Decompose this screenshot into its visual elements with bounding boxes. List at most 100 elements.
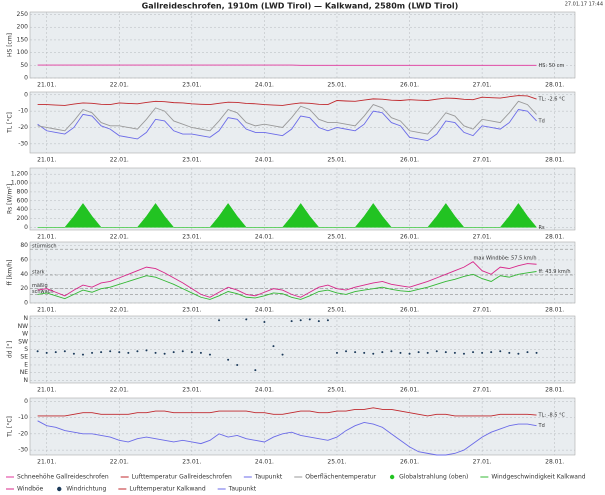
legend-label: Taupunkt [254, 474, 283, 481]
wind-class-label: schwach [32, 289, 54, 295]
data-point [163, 352, 166, 355]
plot-area [29, 241, 576, 304]
x-tick-label: 23.01. [182, 307, 201, 314]
x-tick-label: 28.01. [545, 234, 564, 241]
data-point [100, 351, 103, 354]
data-point [354, 351, 357, 354]
data-point [472, 351, 475, 354]
timestamp: 27.01.17 17:44 [565, 2, 603, 8]
x-tick-label: 26.01. [400, 459, 419, 466]
y-axis-label: Rs [W/m²] [7, 184, 14, 214]
line [37, 109, 537, 142]
wind-class-label: mäßig [32, 283, 48, 289]
data-point [218, 319, 221, 322]
data-point [227, 358, 230, 361]
data-point [444, 351, 447, 354]
y-tick-label: -30 [18, 140, 28, 147]
y-tick-label: 100 [17, 49, 29, 56]
legend-label: Oberflächentemperatur [305, 474, 376, 481]
x-tick-label: 27.01. [473, 157, 492, 164]
x-tick-label: 28.01. [545, 387, 564, 394]
data-point [372, 352, 375, 355]
data-point [109, 350, 112, 353]
series-label: TL: -8.5 °C [538, 413, 566, 419]
data-point [154, 351, 157, 354]
y-axis-label: TL [°C] [7, 416, 14, 438]
data-point [281, 353, 284, 356]
y-tick-label: 80 [20, 242, 28, 249]
legend-label: Windgeschwindigkeit Kalkwand [491, 474, 585, 481]
x-tick-label: 26.01. [400, 234, 419, 241]
data-point [399, 351, 402, 354]
data-point [145, 349, 148, 352]
y-tick-label: 400 [17, 206, 29, 213]
x-tick-label: 25.01. [327, 459, 346, 466]
legend-label: Schneehöhe Gallreideschrofen [17, 474, 109, 481]
x-tick-label: 25.01. [327, 307, 346, 314]
x-tick-label: 22.01. [110, 387, 129, 394]
data-point [317, 320, 320, 323]
x-tick-label: 22.01. [110, 82, 129, 89]
x-tick-label: 24.01. [255, 387, 274, 394]
data-point [535, 351, 538, 354]
data-point [190, 351, 193, 354]
y-tick-label: 0 [24, 300, 28, 307]
x-tick-label: 21.01. [37, 307, 56, 314]
series-label: Td [538, 118, 545, 124]
data-point [408, 352, 411, 355]
y-tick-label: N [24, 377, 29, 384]
x-tick-label: 22.01. [110, 157, 129, 164]
x-tick-label: 24.01. [255, 82, 274, 89]
data-point [426, 351, 429, 354]
data-point [390, 350, 393, 353]
x-tick-label: 23.01. [182, 234, 201, 241]
x-tick-label: 26.01. [400, 82, 419, 89]
y-tick-label: 0 [24, 398, 28, 405]
legend-swatch [389, 474, 395, 480]
data-point [236, 363, 239, 366]
x-tick-label: 27.01. [473, 387, 492, 394]
x-tick-label: 25.01. [327, 387, 346, 394]
line [37, 271, 537, 300]
line [37, 420, 537, 456]
data-point [326, 319, 329, 322]
data-point [517, 352, 520, 355]
y-tick-label: -20 [18, 430, 28, 437]
plot-area [29, 11, 576, 79]
legend-label: Taupunkt [228, 486, 257, 493]
legend-label: Windböe [17, 486, 44, 493]
series-label: Rs [539, 225, 545, 231]
y-tick-label: 0 [24, 224, 28, 231]
y-tick-label: 1,000 [11, 180, 28, 187]
data-point [263, 321, 266, 324]
y-tick-label: -20 [18, 124, 28, 131]
x-tick-label: 24.01. [255, 234, 274, 241]
x-tick-label: 21.01. [37, 234, 56, 241]
x-tick-label: 28.01. [545, 307, 564, 314]
y-tick-label: W [22, 331, 28, 338]
y-tick-label: -10 [18, 414, 28, 421]
data-point [254, 369, 257, 372]
data-point [508, 351, 511, 354]
chart-title: Gallreideschrofen, 1910m (LWD Tirol) — K… [142, 2, 459, 11]
y-tick-label: 60 [20, 256, 28, 263]
y-tick-label: 150 [17, 36, 29, 43]
data-point [72, 352, 75, 355]
data-point [54, 351, 57, 354]
data-point [299, 319, 302, 322]
y-tick-label: N [24, 315, 29, 322]
x-tick-label: 24.01. [255, 157, 274, 164]
wind-class-label: stark [32, 270, 45, 276]
series-label: max Windböe: 57.5 km/h [474, 256, 537, 262]
x-tick-label: 21.01. [37, 82, 56, 89]
y-tick-label: NE [20, 369, 28, 376]
y-tick-label: 50 [20, 62, 28, 69]
x-tick-label: 23.01. [182, 387, 201, 394]
x-tick-label: 22.01. [110, 459, 129, 466]
legend-label: Globalstrahlung (oben) [399, 474, 468, 481]
y-tick-label: 200 [17, 215, 29, 222]
data-point [45, 351, 48, 354]
x-tick-label: 25.01. [327, 234, 346, 241]
data-point [272, 345, 275, 348]
